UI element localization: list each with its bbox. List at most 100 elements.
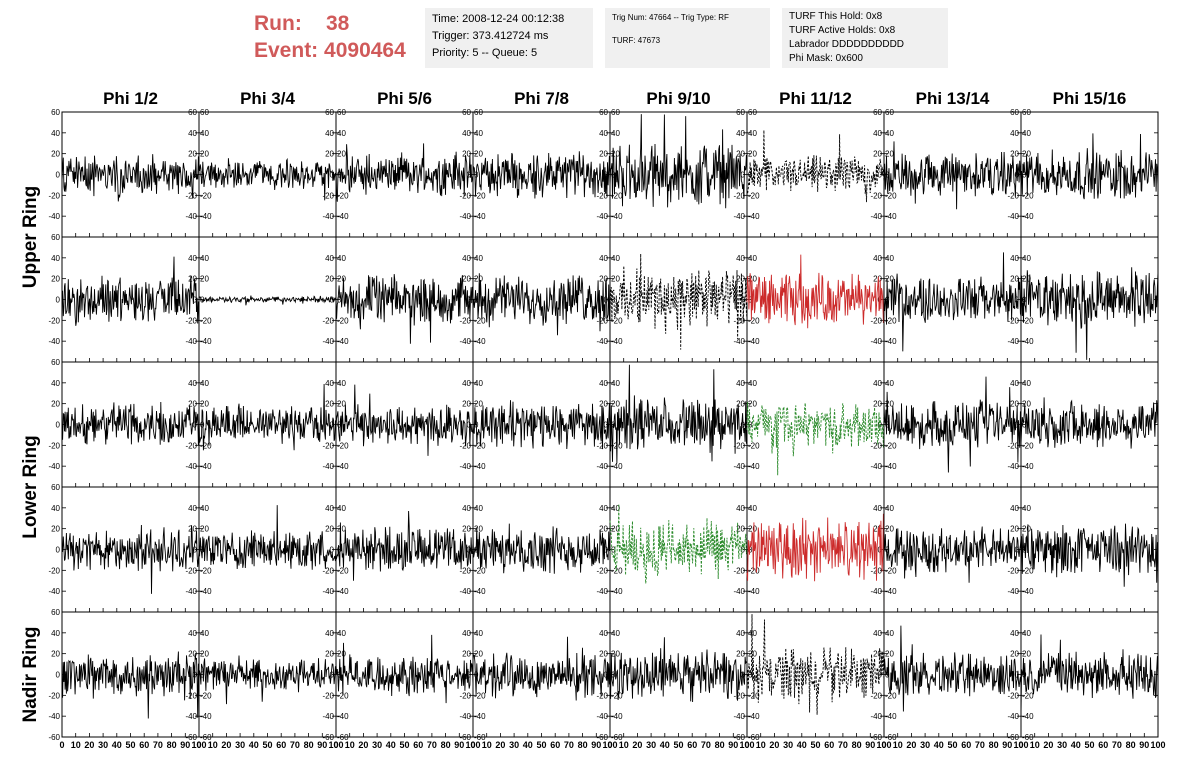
y-tick-label: 20 (200, 275, 209, 284)
x-tick-label: 10 (619, 740, 629, 750)
x-tick-label: 10 (756, 740, 766, 750)
y-tick-label: 0 (748, 296, 753, 305)
y-tick-label: 60 (1022, 108, 1031, 117)
y-tick-label: 20 (474, 650, 483, 659)
y-tick-label: -20 (733, 691, 745, 700)
waveform-trace (746, 401, 885, 476)
waveform-trace (198, 383, 337, 451)
y-tick-label: 40 (51, 254, 60, 263)
y-tick-label: -20 (337, 191, 349, 200)
y-tick-label: 20 (1010, 150, 1019, 159)
y-tick-label: -60 (474, 733, 486, 742)
y-tick-label: -60 (870, 733, 882, 742)
waveform-trace (883, 625, 1022, 712)
x-tick-label: 100 (1150, 740, 1165, 750)
y-tick-label: 20 (188, 525, 197, 534)
y-tick-label: 20 (873, 525, 882, 534)
waveform-trace (61, 524, 200, 594)
y-tick-label: -40 (337, 587, 349, 596)
y-tick-label: 20 (599, 400, 608, 409)
y-tick-label: -40 (337, 212, 349, 221)
y-tick-label: 40 (736, 629, 745, 638)
y-tick-label: 0 (330, 546, 335, 555)
x-tick-label: 40 (249, 740, 259, 750)
y-tick-label: 20 (474, 275, 483, 284)
y-tick-label: 20 (1022, 400, 1031, 409)
y-tick-label: 20 (599, 150, 608, 159)
y-tick-label: -20 (48, 566, 60, 575)
y-tick-label: -40 (459, 212, 471, 221)
y-tick-label: 20 (885, 275, 894, 284)
y-tick-label: 60 (474, 108, 483, 117)
y-tick-label: 20 (611, 275, 620, 284)
event-label: Event: (254, 39, 319, 62)
x-tick-label: 40 (934, 740, 944, 750)
y-tick-label: -20 (200, 566, 212, 575)
y-tick-label: 0 (200, 671, 205, 680)
y-tick-label: -20 (185, 316, 197, 325)
priority-text: Priority: 5 -- Queue: 5 (432, 47, 538, 59)
panel-frame (883, 486, 1022, 613)
y-tick-label: -40 (200, 462, 212, 471)
y-tick-label: -60 (885, 733, 897, 742)
y-tick-label: 20 (188, 400, 197, 409)
y-tick-label: -20 (48, 441, 60, 450)
y-tick-label: 40 (462, 129, 471, 138)
y-tick-label: -60 (185, 733, 197, 742)
y-tick-label: 20 (462, 525, 471, 534)
y-tick-label: 20 (1022, 650, 1031, 659)
y-tick-label: -20 (474, 191, 486, 200)
panel-frame (746, 611, 885, 738)
y-tick-label: 20 (200, 650, 209, 659)
y-tick-label: 20 (462, 400, 471, 409)
y-tick-label: 40 (51, 379, 60, 388)
waveform-trace (472, 273, 611, 336)
x-tick-label: 0 (881, 740, 886, 750)
y-tick-label: 0 (337, 546, 342, 555)
y-tick-label: -40 (870, 462, 882, 471)
y-tick-label: -40 (200, 712, 212, 721)
y-tick-label: 20 (474, 525, 483, 534)
y-tick-label: -20 (1007, 691, 1019, 700)
x-tick-label: 40 (1071, 740, 1081, 750)
y-tick-label: -20 (185, 691, 197, 700)
waveform-trace (609, 114, 748, 209)
x-tick-label: 10 (208, 740, 218, 750)
y-tick-label: -40 (200, 337, 212, 346)
y-tick-label: 20 (337, 400, 346, 409)
y-tick-label: 0 (330, 671, 335, 680)
waveform-trace (335, 384, 474, 456)
y-tick-label: 40 (337, 254, 346, 263)
y-tick-label: 40 (885, 254, 894, 263)
y-tick-label: -40 (596, 337, 608, 346)
waveform-trace (883, 252, 1022, 352)
x-tick-label: 90 (317, 740, 327, 750)
y-tick-label: -20 (1007, 566, 1019, 575)
y-tick-label: 0 (56, 421, 61, 430)
y-tick-label: -40 (48, 462, 60, 471)
column-title: Phi 13/14 (916, 89, 990, 108)
x-tick-label: 100 (876, 740, 891, 750)
y-tick-label: 40 (474, 504, 483, 513)
y-tick-label: -20 (748, 191, 760, 200)
y-tick-label: 40 (474, 254, 483, 263)
y-tick-label: 20 (474, 400, 483, 409)
phi-mask-text: Phi Mask: 0x600 (789, 53, 863, 64)
x-tick-label: 20 (1043, 740, 1053, 750)
y-tick-label: -20 (459, 566, 471, 575)
y-tick-label: -60 (337, 733, 349, 742)
y-tick-label: -20 (200, 316, 212, 325)
y-tick-label: 0 (193, 296, 198, 305)
y-tick-label: 40 (748, 379, 757, 388)
x-tick-label: 90 (1002, 740, 1012, 750)
y-tick-label: 40 (200, 129, 209, 138)
x-tick-label: 40 (523, 740, 533, 750)
x-tick-label: 30 (783, 740, 793, 750)
y-tick-label: 40 (462, 504, 471, 513)
x-tick-label: 0 (470, 740, 475, 750)
x-tick-label: 60 (961, 740, 971, 750)
y-tick-label: 40 (337, 629, 346, 638)
y-tick-label: 40 (188, 379, 197, 388)
y-tick-label: -40 (322, 587, 334, 596)
